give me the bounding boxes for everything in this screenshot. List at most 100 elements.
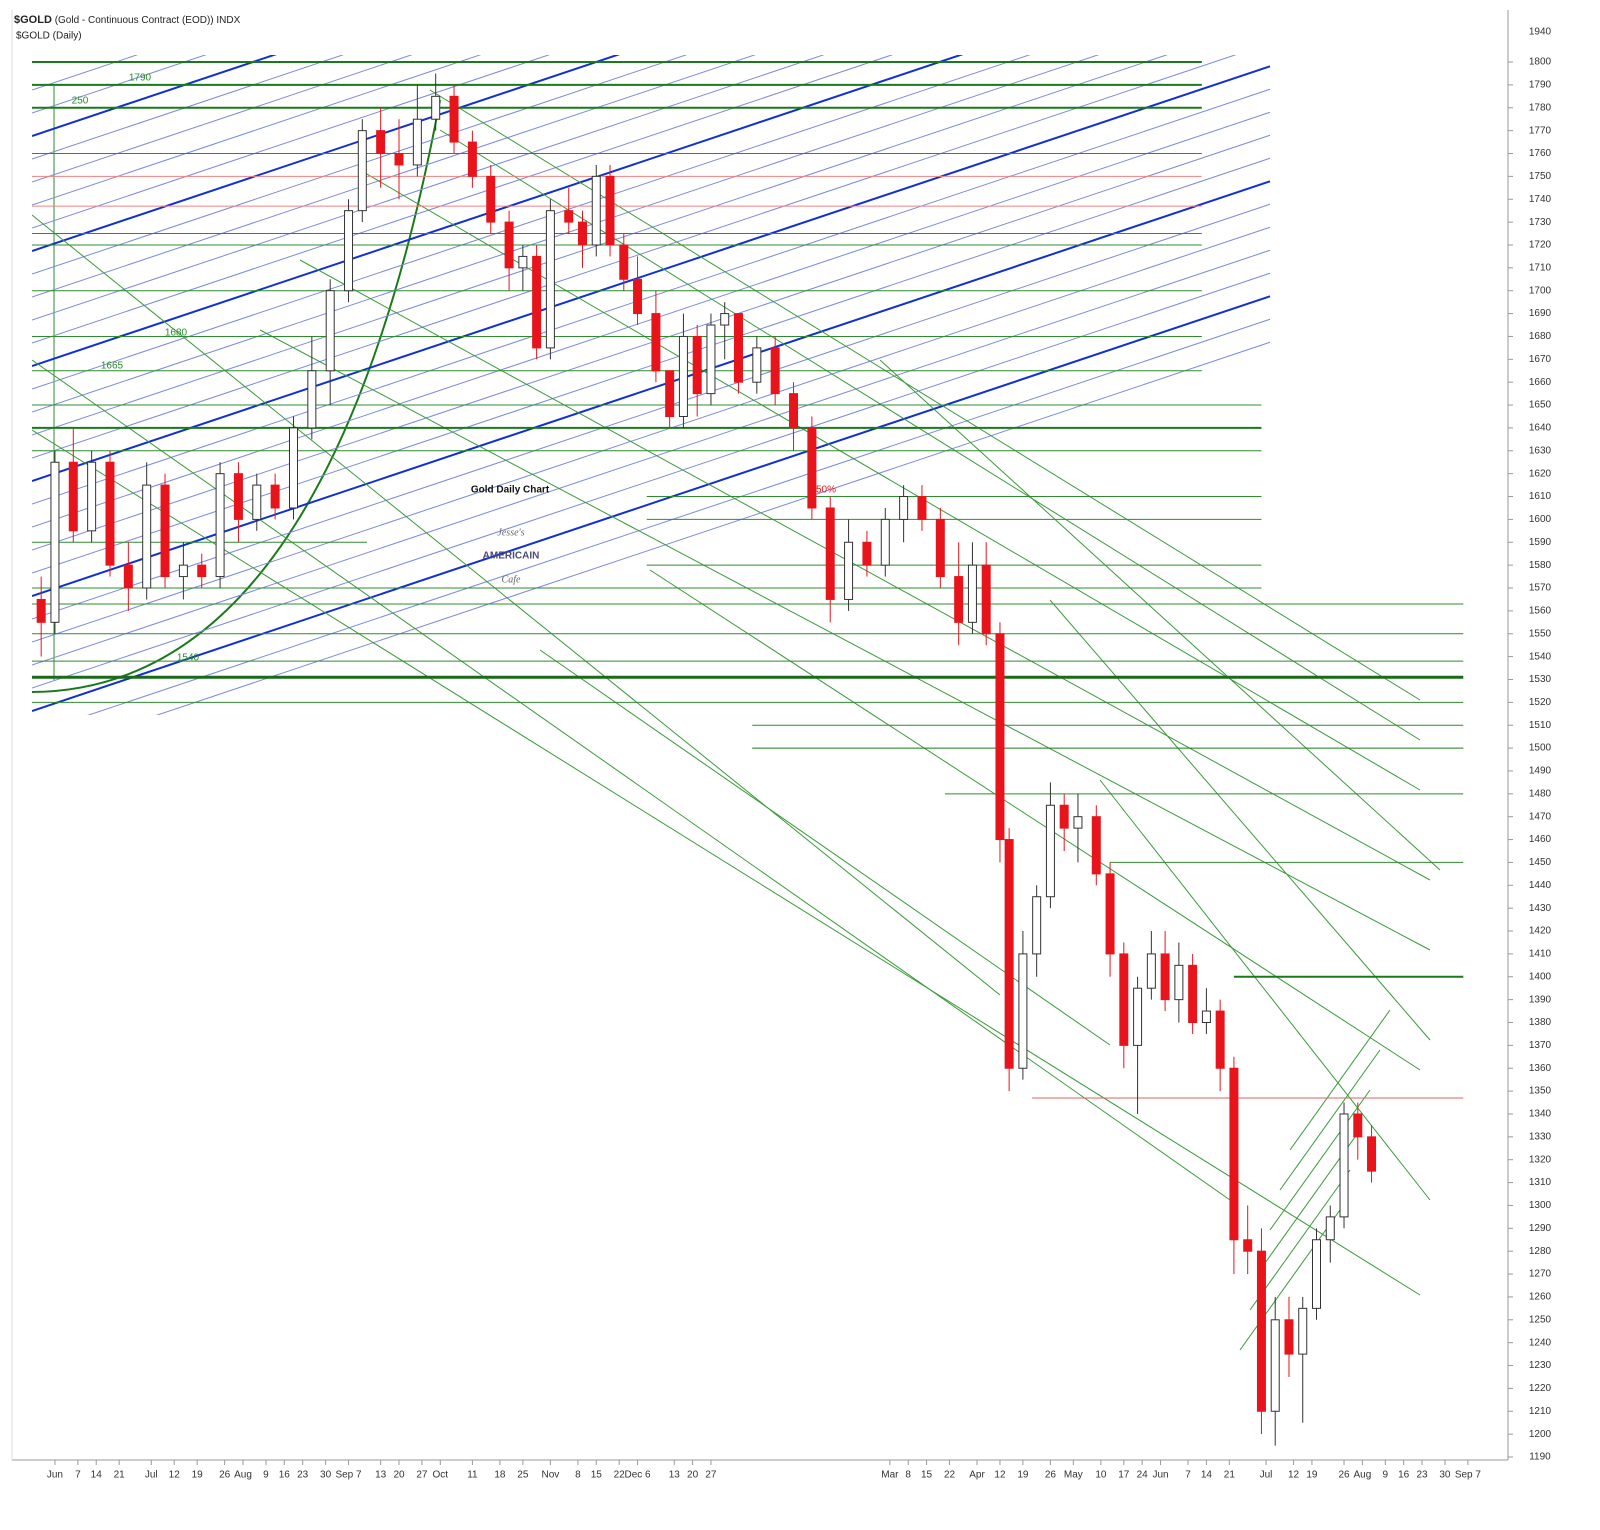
y-tick-label: 1560 (1529, 606, 1552, 617)
y-tick-label: 1490 (1529, 766, 1552, 777)
y-tick-label: 1680 (1529, 331, 1552, 342)
x-tick-label: 22 (944, 1470, 956, 1481)
candle-body (1160, 953, 1170, 1001)
candle-body (1270, 1319, 1280, 1412)
y-tick-label: 1650 (1529, 400, 1552, 411)
candle-body (665, 370, 675, 417)
y-tick-label: 1600 (1529, 514, 1552, 525)
candle-body (917, 496, 927, 520)
x-tick-label: Jun (1152, 1470, 1168, 1481)
candle-body (1119, 953, 1129, 1046)
green-channel (1279, 1049, 1381, 1191)
green-trendline (32, 359, 1231, 1201)
y-tick-label: 1790 (1529, 80, 1552, 91)
candle-body (1353, 1113, 1363, 1138)
level-label: 1680 (165, 328, 188, 339)
green-trendline (32, 429, 1421, 1296)
x-tick-label: Jul (1260, 1470, 1273, 1481)
candle-body (1298, 1307, 1308, 1355)
y-tick-label: 1520 (1529, 697, 1552, 708)
candle-body (215, 473, 225, 578)
candle-body (36, 598, 46, 623)
candle-body (270, 484, 280, 509)
candle-body (899, 496, 909, 520)
x-tick-label: 16 (1398, 1470, 1410, 1481)
blue-trendline (32, 55, 345, 160)
y-tick-label: 1200 (1529, 1429, 1552, 1440)
candle-body (233, 473, 243, 520)
series-label: $GOLD (Daily) (16, 31, 82, 42)
green-trendline (879, 359, 1441, 871)
blue-trendline (32, 226, 1271, 643)
y-tick-label: 1660 (1529, 377, 1552, 388)
y-tick-label: 1210 (1529, 1406, 1552, 1417)
candle-body (591, 175, 601, 246)
green-channel (1239, 1209, 1341, 1351)
y-tick-label: 1710 (1529, 262, 1552, 273)
x-tick-label: 20 (393, 1470, 405, 1481)
candle-body (1188, 964, 1198, 1024)
green-trendline (539, 649, 1111, 1046)
parabolic-curve (32, 99, 441, 693)
x-tick-label: 9 (263, 1470, 269, 1481)
candle-body (1243, 1239, 1253, 1252)
x-tick-label: 19 (1306, 1470, 1318, 1481)
candle-body (1032, 896, 1042, 955)
logo-middle: AMERICAIN (483, 551, 540, 562)
candle-body (412, 118, 422, 166)
y-tick-label: 1280 (1529, 1246, 1552, 1257)
candle-body (1229, 1067, 1239, 1241)
x-tick-label: Apr (969, 1470, 985, 1481)
candle-body (706, 324, 716, 395)
green-trendline (649, 569, 1421, 1071)
x-tick-label: 19 (1017, 1470, 1029, 1481)
x-tick-label: 21 (114, 1470, 126, 1481)
candle-body (633, 278, 643, 315)
candle-body (789, 393, 799, 429)
x-tick-label: Dec 6 (624, 1470, 651, 1481)
y-tick-label: 1500 (1529, 743, 1552, 754)
x-tick-label: 7 (75, 1470, 81, 1481)
candle-body (1133, 987, 1143, 1046)
candle-body (344, 210, 354, 292)
blue-trendline (87, 318, 1271, 715)
candle-body (431, 95, 441, 120)
x-tick-label: 8 (905, 1470, 911, 1481)
candle-body (376, 130, 386, 155)
candle-body (1059, 804, 1069, 829)
level-label: 1790 (129, 73, 152, 84)
level-label: 1665 (101, 361, 124, 372)
symbol: $GOLD (14, 14, 52, 26)
y-tick-label: 1670 (1529, 354, 1552, 365)
candle-body (307, 370, 317, 429)
candle-body (651, 313, 661, 372)
candle-body (178, 564, 188, 578)
candle-body (449, 95, 459, 143)
x-tick-label: 23 (297, 1470, 309, 1481)
x-tick-label: 10 (1095, 1470, 1107, 1481)
y-tick-label: 1720 (1529, 240, 1552, 251)
y-tick-label: 1220 (1529, 1383, 1552, 1394)
y-tick-label: 1530 (1529, 674, 1552, 685)
x-tick-label: 15 (591, 1470, 603, 1481)
candle-body (1073, 816, 1083, 829)
candle-body (486, 175, 496, 223)
y-tick-label: 1330 (1529, 1131, 1552, 1142)
y-tick-label: 1470 (1529, 811, 1552, 822)
y-tick-label: 1270 (1529, 1269, 1552, 1280)
candle-body (1284, 1319, 1294, 1355)
x-tick-label: 20 (687, 1470, 699, 1481)
x-tick-label: 11 (467, 1470, 478, 1481)
candle-body (678, 335, 688, 417)
x-tick-label: 17 (1118, 1470, 1130, 1481)
candle-body (862, 541, 872, 566)
candle-body (954, 576, 964, 623)
x-tick-label: 27 (416, 1470, 428, 1481)
x-tick-label: 9 (1383, 1470, 1389, 1481)
green-trendline (32, 214, 1001, 996)
y-tick-label: 1460 (1529, 834, 1552, 845)
green-trendline (299, 259, 1431, 881)
x-tick-label: 23 (1416, 1470, 1428, 1481)
y-tick-label: 1730 (1529, 217, 1552, 228)
